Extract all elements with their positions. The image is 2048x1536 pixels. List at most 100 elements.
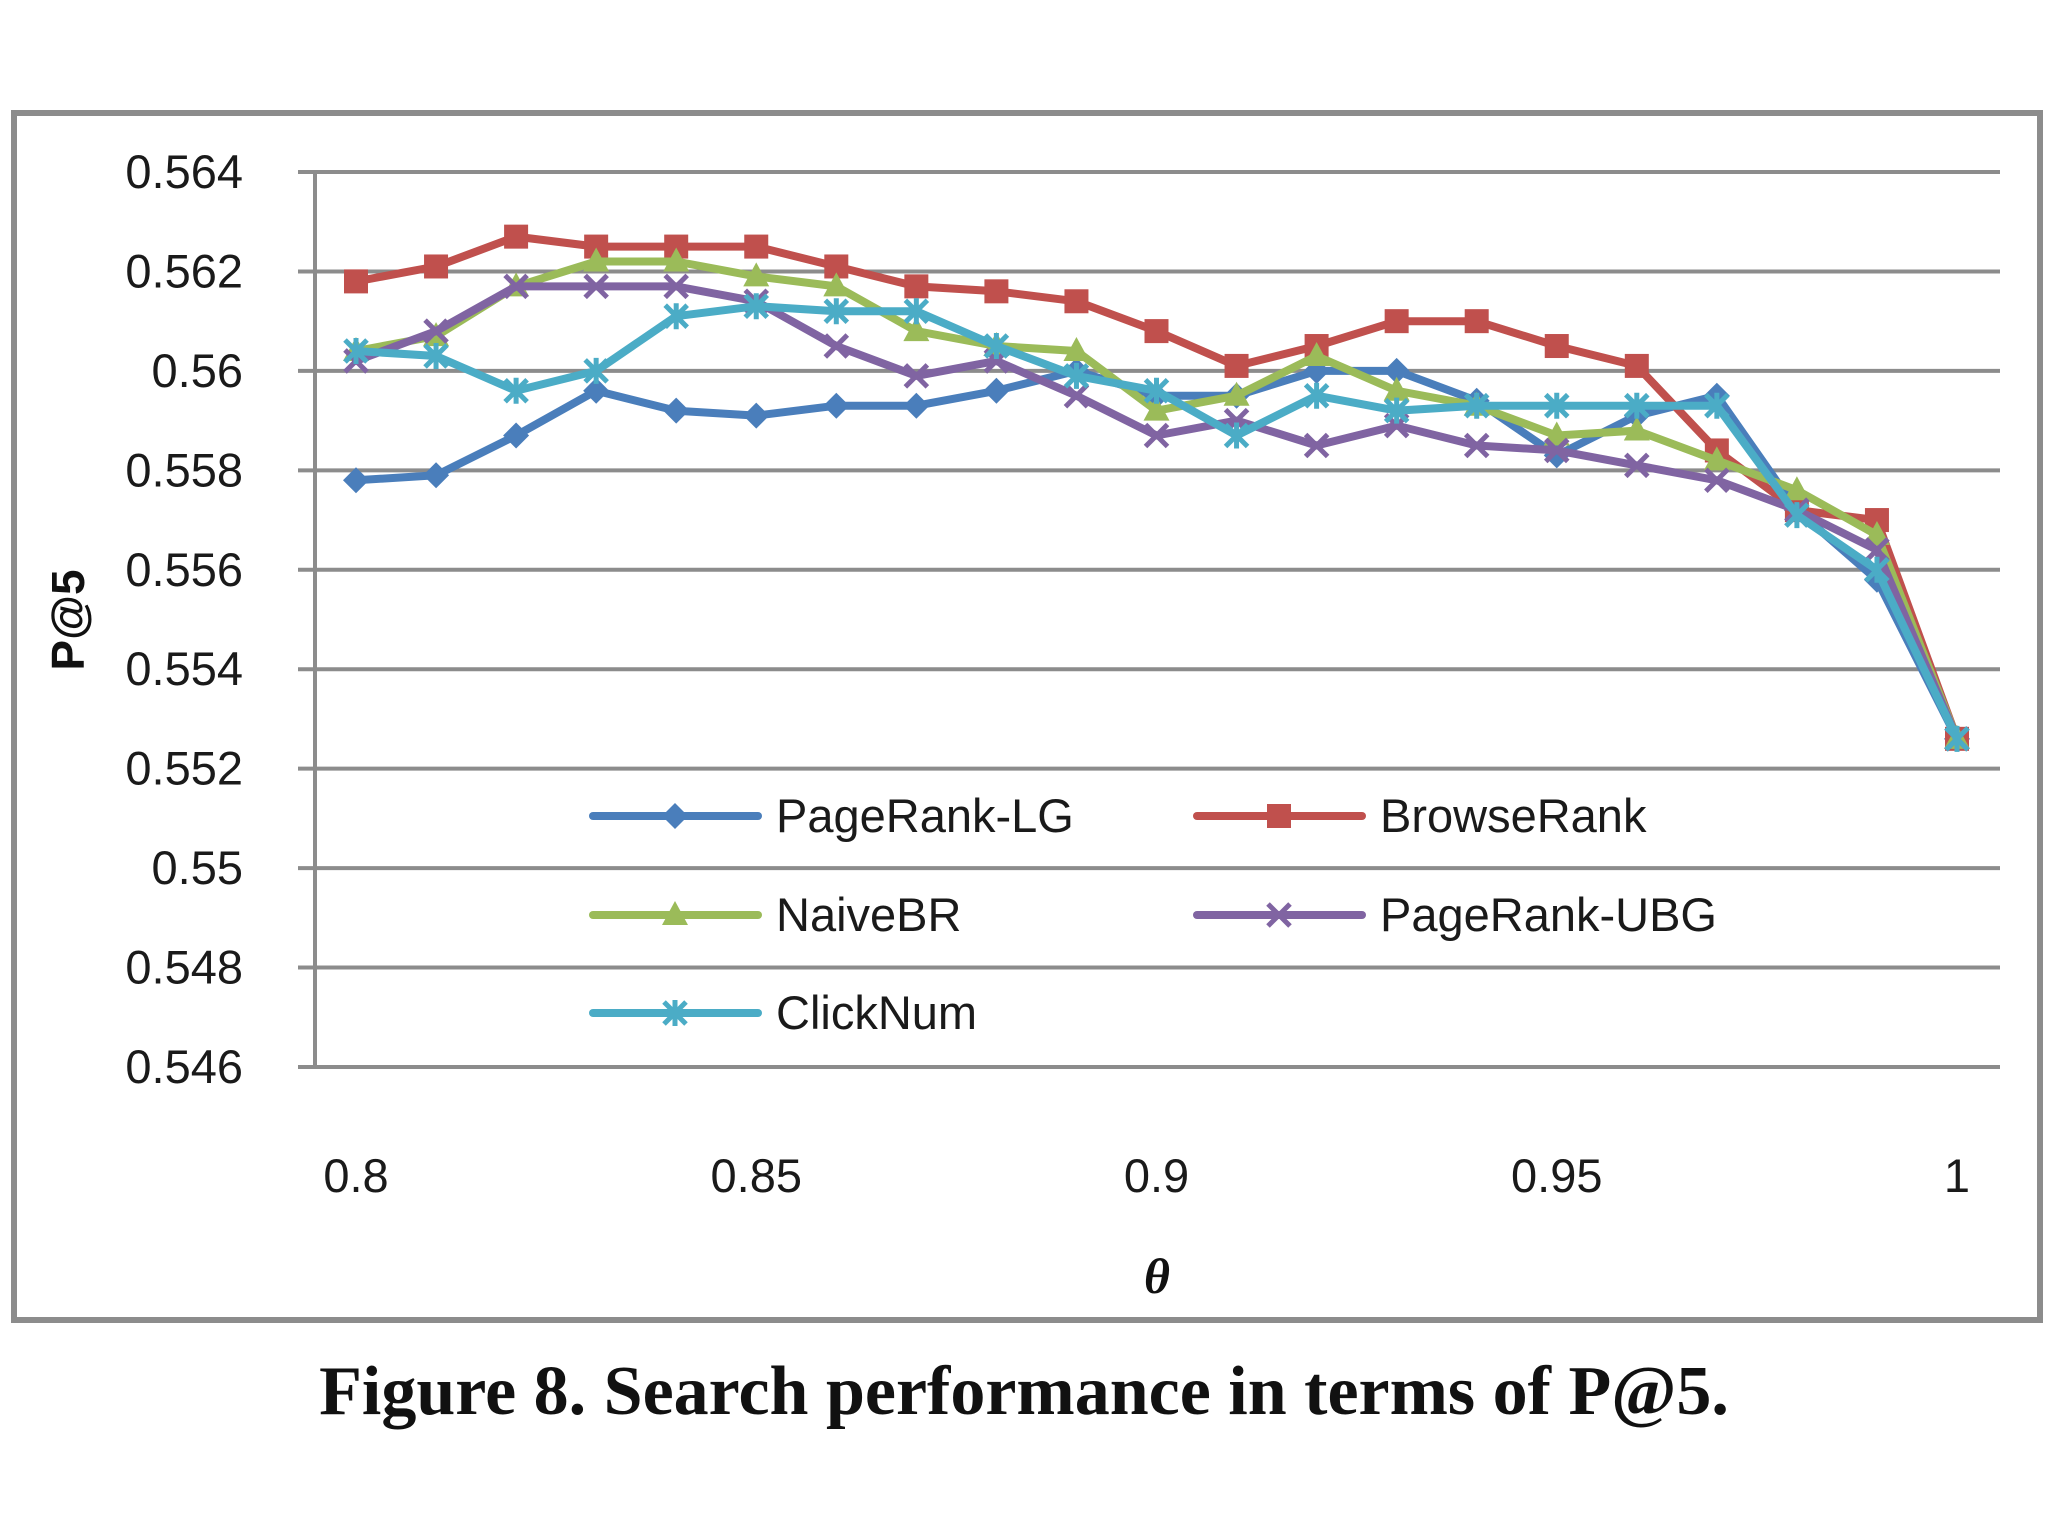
data-point [1864, 537, 1890, 563]
data-point [583, 273, 609, 300]
data-point [583, 357, 609, 384]
data-point [583, 377, 610, 404]
data-point [583, 247, 610, 272]
legend-label: PageRank-LG [776, 789, 1074, 842]
data-point [743, 293, 770, 320]
data-point [343, 467, 369, 494]
legend-item: PageRank-LG [589, 789, 1074, 842]
data-point [1223, 422, 1250, 449]
x-tick-label: 0.95 [1511, 1149, 1602, 1202]
data-point [1783, 476, 1810, 501]
data-point [1223, 381, 1250, 406]
data-point [903, 317, 930, 342]
data-point [743, 262, 770, 287]
y-tick-label: 0.564 [125, 145, 243, 198]
data-point [983, 333, 1010, 360]
data-point [1543, 437, 1570, 464]
data-point [1143, 396, 1170, 421]
data-point [823, 333, 850, 359]
data-point [903, 392, 930, 419]
figure-caption: Figure 8. Search performance in terms of… [319, 1353, 1729, 1430]
data-point [663, 273, 689, 300]
y-tick-label: 0.56 [152, 344, 243, 397]
data-point [1144, 319, 1169, 344]
y-tick-label: 0.55 [152, 841, 243, 894]
y-tick-label: 0.558 [125, 443, 243, 496]
data-point [424, 254, 449, 279]
data-point [584, 234, 609, 259]
data-point [503, 377, 529, 404]
data-point [1864, 556, 1890, 583]
data-point [1463, 432, 1490, 459]
data-point [1064, 289, 1089, 314]
data-point [903, 298, 930, 325]
data-point [1063, 362, 1090, 389]
x-tick-labels: 0.8 0.85 0.9 0.95 1 [323, 1149, 1970, 1202]
data-point [1623, 416, 1650, 441]
data-point [423, 462, 450, 489]
series-clicknum [343, 293, 1970, 752]
data-point [1063, 337, 1090, 361]
data-point [1863, 520, 1890, 545]
data-point [1463, 392, 1490, 419]
data-point [1784, 502, 1810, 529]
legend: PageRank-LG BrowseRank NaiveBR PageRank-UBG… [589, 789, 1717, 1039]
data-point [1624, 353, 1649, 378]
data-point [423, 318, 449, 344]
data-point [1543, 421, 1570, 446]
data-point [1464, 309, 1489, 334]
data-point [344, 269, 368, 294]
data-point [904, 274, 929, 299]
data-point [1703, 446, 1730, 471]
legend-item: BrowseRank [1193, 789, 1647, 842]
data-point [664, 234, 689, 259]
legend-label: ClickNum [776, 986, 977, 1039]
x-tick-label: 0.9 [1124, 1149, 1189, 1202]
data-point [1704, 467, 1730, 494]
data-point [823, 298, 850, 325]
data-point [903, 363, 930, 389]
data-point [1063, 382, 1090, 409]
data-point [1624, 452, 1650, 479]
legend-item: ClickNum [589, 986, 977, 1039]
data-point [984, 279, 1009, 304]
data-point [1624, 392, 1650, 419]
series-lines [343, 224, 1970, 752]
data-point [1143, 377, 1170, 404]
data-point [663, 397, 690, 424]
legend-item: NaiveBR [589, 888, 961, 941]
x-tick-label: 0.85 [711, 1149, 802, 1202]
data-point [423, 342, 449, 369]
legend-marker [1266, 902, 1292, 928]
line-chart: 0.564 0.562 0.56 0.558 0.556 0.554 0.552 0.55 0.… [11, 110, 2043, 1323]
y-tick-label: 0.546 [125, 1040, 243, 1093]
x-tick-label: 0.8 [323, 1149, 388, 1202]
data-point [1303, 432, 1330, 459]
y-tick-label: 0.552 [125, 742, 243, 795]
legend-item: PageRank-UBG [1193, 888, 1717, 941]
x-tick-label: 1 [1944, 1149, 1970, 1202]
data-point [1544, 334, 1569, 359]
legend-label: PageRank-UBG [1380, 888, 1717, 941]
y-tick-labels: 0.564 0.562 0.56 0.558 0.556 0.554 0.552 0.55 0.… [125, 145, 243, 1093]
data-point [1383, 376, 1410, 401]
data-point [1704, 392, 1730, 419]
y-axis-label: P@5 [42, 569, 94, 670]
data-point [1143, 422, 1170, 449]
legend-marker [662, 1000, 688, 1026]
y-tick-label: 0.554 [125, 642, 243, 695]
data-point [743, 402, 770, 429]
legend-marker [662, 803, 688, 829]
data-point [823, 272, 850, 297]
chart-frame [11, 110, 2043, 1323]
data-point [1224, 353, 1249, 378]
data-point [1543, 392, 1570, 419]
y-tick-label: 0.562 [125, 244, 243, 297]
legend-label: NaiveBR [776, 888, 961, 941]
data-point [1303, 341, 1330, 366]
data-point [744, 234, 769, 259]
data-point [1384, 309, 1409, 334]
data-point [503, 273, 529, 300]
y-tick-label: 0.548 [125, 941, 243, 994]
